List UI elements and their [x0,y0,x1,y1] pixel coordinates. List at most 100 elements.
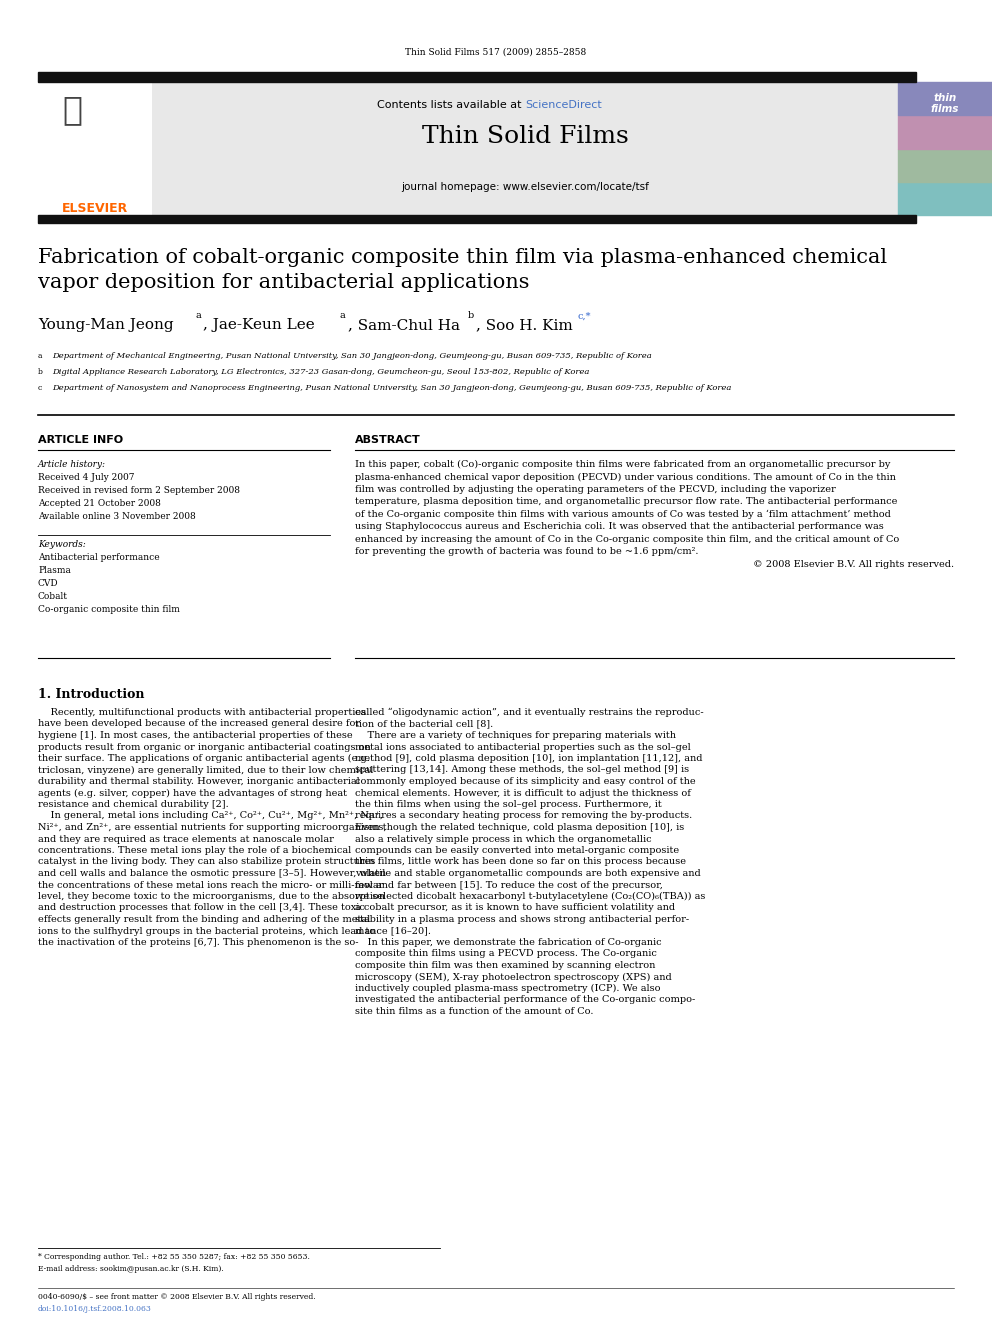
Text: In general, metal ions including Ca²⁺, Co²⁺, Cu²⁺, Mg²⁺, Mn²⁺, Na⁺,: In general, metal ions including Ca²⁺, C… [38,811,383,820]
Text: metal ions associated to antibacterial properties such as the sol–gel: metal ions associated to antibacterial p… [355,742,690,751]
Text: composite thin film was then examined by scanning electron: composite thin film was then examined by… [355,960,656,970]
Text: Plasma: Plasma [38,566,70,576]
Text: thin
films: thin films [930,93,959,114]
Text: resistance and chemical durability [2].: resistance and chemical durability [2]. [38,800,229,808]
Text: , Jae-Keun Lee: , Jae-Keun Lee [203,318,314,332]
Text: chemical elements. However, it is difficult to adjust the thickness of: chemical elements. However, it is diffic… [355,789,690,798]
Bar [38,82,152,216]
Text: b: b [468,311,474,320]
Text: we selected dicobalt hexacarbonyl t-butylacetylene (Co₂(CO)₆(TBA)) as: we selected dicobalt hexacarbonyl t-buty… [355,892,705,901]
Text: Department of Mechanical Engineering, Pusan National University, San 30 Jangjeon: Department of Mechanical Engineering, Pu… [52,352,652,360]
Text: tion of the bacterial cell [8].: tion of the bacterial cell [8]. [355,720,493,729]
Text: durability and thermal stability. However, inorganic antibacterial: durability and thermal stability. Howeve… [38,777,360,786]
Text: Received 4 July 2007: Received 4 July 2007 [38,474,135,482]
Text: In this paper, cobalt (Co)-organic composite thin films were fabricated from an : In this paper, cobalt (Co)-organic compo… [355,460,891,470]
Text: few and far between [15]. To reduce the cost of the precursor,: few and far between [15]. To reduce the … [355,881,663,889]
Text: b: b [38,368,43,376]
Text: thin films, little work has been done so far on this process because: thin films, little work has been done so… [355,857,686,867]
Text: agents (e.g. silver, copper) have the advantages of strong heat: agents (e.g. silver, copper) have the ad… [38,789,347,798]
Text: Fabrication of cobalt-organic composite thin film via plasma-enhanced chemical
v: Fabrication of cobalt-organic composite … [38,247,887,292]
Text: 1. Introduction: 1. Introduction [38,688,145,701]
Text: Co-organic composite thin film: Co-organic composite thin film [38,605,180,614]
Text: and destruction processes that follow in the cell [3,4]. These toxic: and destruction processes that follow in… [38,904,365,913]
Text: © 2008 Elsevier B.V. All rights reserved.: © 2008 Elsevier B.V. All rights reserved… [753,560,954,569]
Text: have been developed because of the increased general desire for: have been developed because of the incre… [38,720,360,729]
Text: c,*: c,* [578,311,591,320]
Text: products result from organic or inorganic antibacterial coatings on: products result from organic or inorgani… [38,742,371,751]
Text: c: c [38,384,43,392]
Text: Contents lists available at: Contents lists available at [377,101,525,110]
Text: composite thin films using a PECVD process. The Co-organic: composite thin films using a PECVD proce… [355,950,657,958]
Text: microscopy (SEM), X-ray photoelectron spectroscopy (XPS) and: microscopy (SEM), X-ray photoelectron sp… [355,972,672,982]
Text: 0040-6090/$ – see front matter © 2008 Elsevier B.V. All rights reserved.: 0040-6090/$ – see front matter © 2008 El… [38,1293,315,1301]
Text: doi:10.1016/j.tsf.2008.10.063: doi:10.1016/j.tsf.2008.10.063 [38,1304,152,1312]
Text: a cobalt precursor, as it is known to have sufficient volatility and: a cobalt precursor, as it is known to ha… [355,904,676,913]
Text: ELSEVIER: ELSEVIER [62,202,128,216]
Text: Cobalt: Cobalt [38,591,68,601]
Text: film was controlled by adjusting the operating parameters of the PECVD, includin: film was controlled by adjusting the ope… [355,486,835,493]
Text: investigated the antibacterial performance of the Co-organic compo-: investigated the antibacterial performan… [355,995,695,1004]
Text: inductively coupled plasma-mass spectrometry (ICP). We also: inductively coupled plasma-mass spectrom… [355,984,661,994]
Text: CVD: CVD [38,579,59,587]
Text: enhanced by increasing the amount of Co in the Co-organic composite thin film, a: enhanced by increasing the amount of Co … [355,534,900,544]
Text: effects generally result from the binding and adhering of the metal: effects generally result from the bindin… [38,916,370,923]
Text: level, they become toxic to the microorganisms, due to the absorption: level, they become toxic to the microorg… [38,892,385,901]
Text: a: a [38,352,43,360]
Text: Thin Solid Films: Thin Solid Films [422,124,628,148]
Text: In this paper, we demonstrate the fabrication of Co-organic: In this paper, we demonstrate the fabric… [355,938,662,947]
Text: site thin films as a function of the amount of Co.: site thin films as a function of the amo… [355,1007,593,1016]
Text: temperature, plasma deposition time, and organometallic precursor flow rate. The: temperature, plasma deposition time, and… [355,497,898,507]
Text: 🌳: 🌳 [62,94,82,127]
Bar [898,181,992,216]
Text: ions to the sulfhydryl groups in the bacterial proteins, which lead to: ions to the sulfhydryl groups in the bac… [38,926,375,935]
Text: a: a [195,311,200,320]
Text: requires a secondary heating process for removing the by-products.: requires a secondary heating process for… [355,811,692,820]
Bar [38,216,916,224]
Text: triclosan, vinyzene) are generally limited, due to their low chemical: triclosan, vinyzene) are generally limit… [38,766,373,775]
Text: volatile and stable organometallic compounds are both expensive and: volatile and stable organometallic compo… [355,869,700,878]
Text: , Sam-Chul Ha: , Sam-Chul Ha [348,318,460,332]
Text: for preventing the growth of bacteria was found to be ~1.6 ppm/cm².: for preventing the growth of bacteria wa… [355,548,698,557]
Text: the thin films when using the sol–gel process. Furthermore, it: the thin films when using the sol–gel pr… [355,800,662,808]
Text: concentrations. These metal ions play the role of a biochemical: concentrations. These metal ions play th… [38,845,351,855]
Text: Article history:: Article history: [38,460,106,468]
Text: the inactivation of the proteins [6,7]. This phenomenon is the so-: the inactivation of the proteins [6,7]. … [38,938,358,947]
Text: Antibacterial performance: Antibacterial performance [38,553,160,562]
Text: Ni²⁺, and Zn²⁺, are essential nutrients for supporting microorganisms,: Ni²⁺, and Zn²⁺, are essential nutrients … [38,823,387,832]
Bar [898,82,992,115]
Text: the concentrations of these metal ions reach the micro- or milli-molar: the concentrations of these metal ions r… [38,881,383,889]
Text: catalyst in the living body. They can also stabilize protein structures: catalyst in the living body. They can al… [38,857,375,867]
Bar [152,82,898,216]
Text: ARTICLE INFO: ARTICLE INFO [38,435,123,445]
Text: using Staphylococcus aureus and Escherichia coli. It was observed that the antib: using Staphylococcus aureus and Escheric… [355,523,884,532]
Text: Recently, multifunctional products with antibacterial properties: Recently, multifunctional products with … [38,708,366,717]
Text: Digital Appliance Research Laboratory, LG Electronics, 327-23 Gasan-dong, Geumch: Digital Appliance Research Laboratory, L… [52,368,589,376]
Text: commonly employed because of its simplicity and easy control of the: commonly employed because of its simplic… [355,777,695,786]
Text: journal homepage: www.elsevier.com/locate/tsf: journal homepage: www.elsevier.com/locat… [401,183,649,192]
Text: a: a [340,311,346,320]
Bar [898,115,992,148]
Text: also a relatively simple process in which the organometallic: also a relatively simple process in whic… [355,835,652,844]
Text: of the Co-organic composite thin films with various amounts of Co was tested by : of the Co-organic composite thin films w… [355,509,891,520]
Text: and cell walls and balance the osmotic pressure [3–5]. However, when: and cell walls and balance the osmotic p… [38,869,386,878]
Text: plasma-enhanced chemical vapor deposition (PECVD) under various conditions. The : plasma-enhanced chemical vapor depositio… [355,472,896,482]
Text: Thin Solid Films 517 (2009) 2855–2858: Thin Solid Films 517 (2009) 2855–2858 [406,48,586,57]
Text: and they are required as trace elements at nanoscale molar: and they are required as trace elements … [38,835,334,844]
Text: stability in a plasma process and shows strong antibacterial perfor-: stability in a plasma process and shows … [355,916,689,923]
Text: * Corresponding author. Tel.: +82 55 350 5287; fax: +82 55 350 5653.: * Corresponding author. Tel.: +82 55 350… [38,1253,310,1261]
Text: Keywords:: Keywords: [38,540,85,549]
Text: their surface. The applications of organic antibacterial agents (e.g.: their surface. The applications of organ… [38,754,370,763]
Bar [898,148,992,181]
Text: called “oligodynamic action”, and it eventually restrains the reproduc-: called “oligodynamic action”, and it eve… [355,708,703,717]
Text: There are a variety of techniques for preparing materials with: There are a variety of techniques for pr… [355,732,676,740]
Text: , Soo H. Kim: , Soo H. Kim [476,318,572,332]
Text: mance [16–20].: mance [16–20]. [355,926,431,935]
Text: compounds can be easily converted into metal-organic composite: compounds can be easily converted into m… [355,845,680,855]
Text: hygiene [1]. In most cases, the antibacterial properties of these: hygiene [1]. In most cases, the antibact… [38,732,352,740]
Text: Accepted 21 October 2008: Accepted 21 October 2008 [38,499,161,508]
Text: Available online 3 November 2008: Available online 3 November 2008 [38,512,195,521]
Text: Young-Man Jeong: Young-Man Jeong [38,318,174,332]
Text: Department of Nanosystem and Nanoprocess Engineering, Pusan National University,: Department of Nanosystem and Nanoprocess… [52,384,731,392]
Text: sputtering [13,14]. Among these methods, the sol–gel method [9] is: sputtering [13,14]. Among these methods,… [355,766,689,774]
Text: method [9], cold plasma deposition [10], ion implantation [11,12], and: method [9], cold plasma deposition [10],… [355,754,702,763]
